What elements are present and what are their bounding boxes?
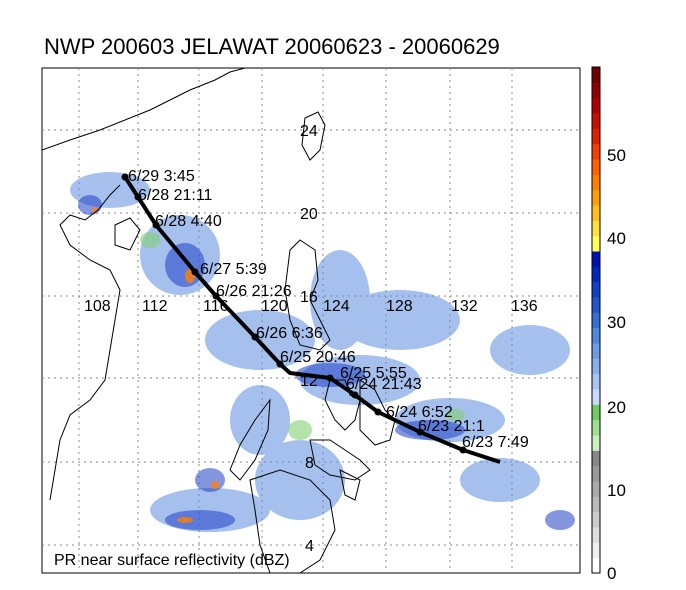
track-marker [459,446,467,454]
colorbar-cell [592,404,600,421]
storm-track: 6/29 3:45 6/28 21:11 6/28 4:40 6/27 5:39 6/2… [121,168,529,464]
colorbar-cell [592,481,600,497]
track-label: 6/23 21:1 [418,418,485,435]
coastlines [42,68,396,573]
track-label: 6/25 5:55 [340,365,407,382]
colorbar-cell [592,542,600,559]
track-label: 6/29 3:45 [128,168,195,185]
track-marker [276,360,284,368]
colorbar-cell [592,327,600,344]
colorbar-tick-label: 20 [607,398,626,417]
colorbar-cell [592,435,600,451]
colorbar-cell [592,128,600,145]
track-label: 6/27 5:39 [200,261,267,278]
track-label: 6/24 6:52 [386,404,453,421]
track-marker [152,221,160,229]
grid-labels: 108 112 116 120 124 128 132 136 24 20 16… [84,123,538,555]
colorbar-cell [592,373,600,390]
colorbar-cell [592,113,600,129]
track-marker [326,374,334,382]
lon-label-132: 132 [451,298,478,315]
track-marker [134,193,142,201]
lon-label-120: 120 [261,298,288,315]
colorbar: 0 10 20 30 40 50 [591,66,626,583]
colorbar-cell [592,557,600,574]
colorbar-cell [592,527,600,543]
lat-label-24: 24 [300,123,318,140]
track-label: 6/26 6:36 [256,325,323,342]
colorbar-cell [592,67,600,83]
track-marker [351,391,359,399]
lon-label-136: 136 [511,298,538,315]
colorbar-cell [592,419,600,436]
colorbar-cell [592,82,600,99]
colorbar-tick-label: 30 [607,313,626,332]
track-label: 6/25 20:46 [280,349,356,366]
colorbar-cell [592,312,600,329]
track-marker [374,408,382,416]
track-label: 6/28 21:11 [138,187,213,204]
lon-label-108: 108 [84,298,111,315]
track-label: 6/26 21:26 [216,283,292,300]
colorbar-cell [592,220,600,237]
reflectivity-swaths [70,172,575,532]
track-label: 6/28 4:40 [155,213,222,230]
track-marker [191,268,199,276]
colorbar-cell [592,496,600,513]
lat-label-16: 16 [300,289,318,306]
track-label: 6/24 21:43 [346,376,422,393]
colorbar-tick-label: 0 [607,564,616,583]
colorbar-cell [592,389,600,405]
lat-label-8: 8 [305,455,314,472]
colorbar-tick-label: 40 [607,229,626,248]
colorbar-frame [591,66,601,574]
track-marker [251,333,259,341]
colorbar-cell [592,235,600,252]
lon-label-124: 124 [323,298,350,315]
lon-label-128: 128 [386,298,413,315]
colorbar-cell [592,251,600,267]
colorbar-cell [592,205,600,221]
page-title: NWP 200603 JELAWAT 20060623 - 20060629 [44,34,500,59]
colorbar-cell [592,358,600,375]
colorbar-cell [592,159,600,175]
track-line [123,175,501,464]
colorbar-cell [592,465,600,482]
colorbar-tick-label: 10 [607,481,626,500]
track-marker [416,428,424,436]
colorbar-cell [592,97,600,114]
colorbar-cell [592,343,600,359]
lat-label-4: 4 [305,538,314,555]
colorbar-cell [592,281,600,298]
colorbar-cell [592,266,600,283]
lon-label-112: 112 [142,298,168,315]
colorbar-cell [592,511,600,528]
colorbar-cell [592,450,600,467]
colorbar-cell [592,143,600,160]
colorbar-tick-label: 50 [607,146,626,165]
track-marker [212,292,220,300]
lat-label-20: 20 [300,206,318,223]
colorbar-cell [592,297,600,313]
track-label: 6/23 7:49 [462,434,529,451]
map-note: PR near surface reflectivity (dBZ) [54,552,290,569]
colorbar-cell [592,189,600,206]
track-marker [121,173,129,181]
colorbar-cell [592,174,600,191]
